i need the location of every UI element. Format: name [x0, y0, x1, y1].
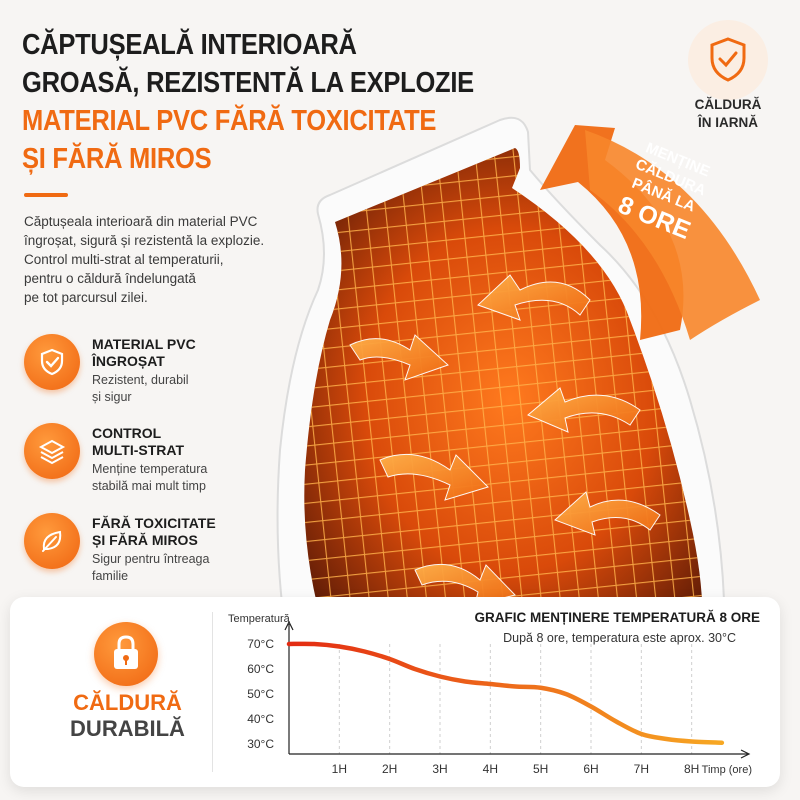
- headline-line-1: CĂPTUȘEALĂ INTERIOARĂ: [22, 29, 357, 61]
- layers-icon: [24, 423, 80, 479]
- accent-divider: [24, 193, 68, 197]
- headline-line-4: ȘI FĂRĂ MIROS: [22, 143, 212, 175]
- x-tick-label: 3H: [432, 762, 447, 776]
- y-tick-label: 60°C: [247, 662, 274, 676]
- feature-pvc: MATERIAL PVC ÎNGROȘAT Rezistent, durabil ș…: [24, 334, 254, 414]
- x-axis-arrow: [740, 749, 751, 759]
- durable-label-2: DURABILĂ: [70, 716, 185, 741]
- feature-multilayer: CONTROL MULTI-STRAT Menține temperatura st…: [24, 423, 254, 503]
- shield-check-icon: [24, 334, 80, 390]
- shield-check-icon: [710, 37, 746, 82]
- panel-divider: [212, 612, 213, 772]
- feature-desc: Menține temperatura stabilă mai mult timp: [92, 462, 208, 493]
- feature-desc: Sigur pentru întreaga familie: [92, 552, 210, 583]
- y-tick-label: 50°C: [247, 687, 274, 701]
- intro-line: Control multi-strat al temperaturii,: [24, 252, 224, 267]
- chart-subtitle: După 8 ore, temperatura este aprox. 30°C: [503, 631, 736, 645]
- y-axis-arrow: [284, 620, 294, 631]
- feature-nontoxic: FĂRĂ TOXICITATE ȘI FĂRĂ MIROS Sigur pentr…: [24, 513, 254, 593]
- intro-line: pe tot parcursul zilei.: [24, 290, 148, 305]
- x-tick-label: 8H: [684, 762, 699, 776]
- winter-warmth-badge: [688, 20, 768, 100]
- x-tick-label: 5H: [533, 762, 548, 776]
- feature-title: FĂRĂ TOXICITATE ȘI FĂRĂ MIROS: [92, 515, 216, 548]
- x-axis-title: Timp (ore): [702, 764, 752, 776]
- temperature-curve: [286, 641, 725, 745]
- headline-line-3: MATERIAL PVC FĂRĂ TOXICITATE: [22, 105, 437, 137]
- leaf-icon: [24, 513, 80, 569]
- intro-text: Căptușeala interioară din material PVC î…: [24, 212, 304, 307]
- feature-title: MATERIAL PVC ÎNGROȘAT: [92, 336, 196, 369]
- feature-desc: Rezistent, durabil și sigur: [92, 373, 189, 404]
- x-tick-label: 7H: [634, 762, 649, 776]
- headline-line-2: GROASĂ, REZISTENTĂ LA EXPLOZIE: [22, 67, 474, 99]
- chart-title: GRAFIC MENȚINERE TEMPERATURĂ 8 ORE: [474, 610, 760, 625]
- x-tick-label: 6H: [583, 762, 598, 776]
- feature-title: CONTROL MULTI-STRAT: [92, 425, 185, 458]
- y-axis-title: Temperatură: [228, 613, 291, 625]
- x-tick-label: 4H: [483, 762, 498, 776]
- intro-line: îngroșat, sigură și rezistentă la exploz…: [24, 233, 265, 248]
- x-tick-label: 1H: [332, 762, 347, 776]
- durable-label-1: CĂLDURĂ: [73, 690, 182, 715]
- y-tick-label: 30°C: [247, 737, 274, 751]
- y-tick-label: 70°C: [247, 637, 274, 651]
- intro-line: Căptușeala interioară din material PVC: [24, 214, 258, 229]
- lock-icon: [94, 622, 158, 686]
- intro-line: pentru o căldură îndelungată: [24, 271, 196, 286]
- y-tick-label: 40°C: [247, 712, 274, 726]
- winter-warmth-label: CĂLDURĂ ÎN IARNĂ: [694, 97, 762, 130]
- headline: CĂPTUȘEALĂ INTERIOARĂ GROASĂ, REZISTENTĂ…: [22, 26, 582, 178]
- x-tick-label: 2H: [382, 762, 397, 776]
